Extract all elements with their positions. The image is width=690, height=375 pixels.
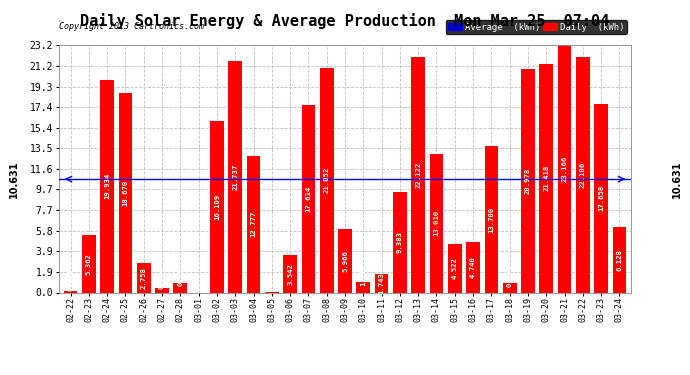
Text: 21.737: 21.737 [233,164,238,190]
Bar [613,227,627,292]
Bar [210,121,224,292]
Text: 4.740: 4.740 [470,256,476,278]
Text: Daily Solar Energy & Average Production  Mon Mar 25  07:04: Daily Solar Energy & Average Production … [80,13,610,29]
Bar [576,57,590,292]
Text: Copyright 2013 Cartronics.com: Copyright 2013 Cartronics.com [59,22,204,32]
Text: 0.158: 0.158 [68,269,74,291]
Bar [466,242,480,292]
Legend: Average  (kWh), Daily  (kWh): Average (kWh), Daily (kWh) [446,20,627,34]
Bar [320,68,333,292]
Bar [448,244,462,292]
Bar [393,192,406,292]
Text: 16.109: 16.109 [214,194,220,220]
Bar [228,61,242,292]
Bar [521,69,535,292]
Text: 9.383: 9.383 [397,231,403,254]
Text: 20.978: 20.978 [525,168,531,194]
Bar [357,282,370,292]
Bar [540,64,553,292]
Bar [594,104,608,292]
Text: 17.614: 17.614 [306,185,311,211]
Bar [63,291,77,292]
Bar [119,93,132,292]
Bar [155,288,169,292]
Text: 4.522: 4.522 [452,258,457,279]
Bar [503,283,517,292]
Text: 5.966: 5.966 [342,250,348,272]
Bar [100,80,114,292]
Bar [302,105,315,292]
Text: 0.464: 0.464 [159,267,165,289]
Text: 13.700: 13.700 [489,206,494,232]
Bar [284,255,297,292]
Text: 0.935: 0.935 [177,265,184,286]
Text: 6.128: 6.128 [616,249,622,271]
Text: 1.743: 1.743 [379,272,384,294]
Bar [484,146,498,292]
Text: 12.777: 12.777 [250,211,257,237]
Text: 21.052: 21.052 [324,167,330,194]
Text: 2.758: 2.758 [141,267,147,289]
Text: 10.631: 10.631 [8,160,19,198]
Text: 13.010: 13.010 [433,210,440,236]
Bar [338,229,352,292]
Text: 1.014: 1.014 [360,264,366,286]
Bar [173,282,187,292]
Bar [137,263,150,292]
Bar [82,235,96,292]
Bar [430,154,444,292]
Text: 18.670: 18.670 [122,180,128,206]
Text: 22.122: 22.122 [415,161,421,188]
Text: 22.106: 22.106 [580,162,586,188]
Text: 3.542: 3.542 [287,262,293,285]
Text: 10.631: 10.631 [671,160,682,198]
Text: 5.362: 5.362 [86,253,92,275]
Text: 17.658: 17.658 [598,185,604,211]
Bar [246,156,260,292]
Bar [411,57,425,292]
Bar [375,274,388,292]
Text: 23.166: 23.166 [562,156,568,182]
Text: 0.894: 0.894 [506,265,513,286]
Bar [558,45,571,292]
Text: 19.934: 19.934 [104,173,110,199]
Text: 21.418: 21.418 [543,165,549,191]
